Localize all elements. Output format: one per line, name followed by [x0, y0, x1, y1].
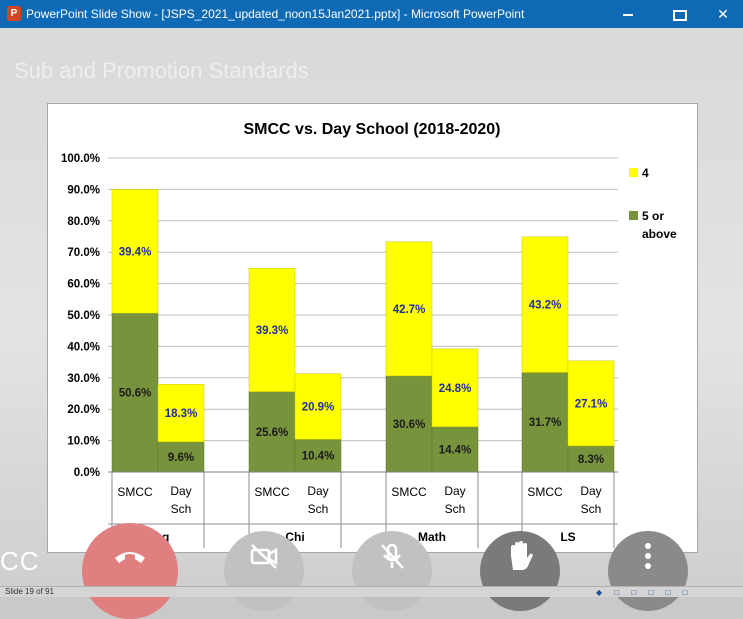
data-label-5-or-above: 10.4%	[302, 451, 335, 463]
bar-segment-4	[294, 373, 342, 440]
slide-ghost-title: Sub and Promotion Standards	[14, 58, 309, 83]
chart-title: SMCC vs. Day School (2018-2020)	[244, 121, 501, 138]
bar-segment-5-or-above	[385, 375, 433, 473]
app-icon-letter: P	[10, 8, 18, 19]
data-label-4: 18.3%	[165, 408, 198, 420]
data-label-4: 42.7%	[393, 304, 426, 316]
view-icons[interactable]: ◆ □ □ □ □ □	[596, 588, 693, 597]
phone-hangup-icon	[115, 552, 145, 563]
legend-label-4: 4	[642, 166, 649, 180]
bar-segment-4	[248, 267, 296, 392]
mic-toggle-button[interactable]	[352, 531, 432, 611]
bar-segment-4	[567, 360, 615, 447]
bar-segment-4	[157, 384, 205, 443]
bar-segment-5-or-above	[521, 372, 569, 473]
y-tick-label: 100.0%	[61, 153, 100, 165]
camera-toggle-button[interactable]	[224, 531, 304, 611]
y-tick-label: 80.0%	[67, 216, 100, 228]
mic-off-icon	[381, 543, 404, 569]
x-category-label: SMCC	[117, 485, 153, 499]
x-category-label: Sch	[171, 502, 192, 516]
bar-segment-5-or-above	[567, 445, 615, 473]
window-titlebar: P PowerPoint Slide Show - [JSPS_2021_upd…	[0, 0, 743, 28]
close-button[interactable]: ✕	[700, 0, 743, 28]
more-options-icon	[645, 543, 651, 569]
bar-segment-5-or-above	[248, 391, 296, 473]
data-label-5-or-above: 31.7%	[529, 417, 562, 429]
y-tick-label: 20.0%	[67, 404, 100, 416]
y-tick-label: 70.0%	[67, 247, 100, 259]
y-tick-label: 40.0%	[67, 341, 100, 353]
y-tick-label: 60.0%	[67, 279, 100, 291]
camera-off-icon	[250, 544, 278, 569]
slide-indicator: Slide 19 of 91	[5, 587, 54, 596]
data-label-4: 20.9%	[302, 402, 335, 414]
x-group-label: LS	[560, 530, 575, 544]
minimize-icon	[623, 14, 633, 17]
window-title: PowerPoint Slide Show - [JSPS_2021_updat…	[26, 7, 525, 21]
y-tick-label: 30.0%	[67, 373, 100, 385]
data-label-4: 43.2%	[529, 300, 562, 312]
data-label-5-or-above: 50.6%	[119, 388, 152, 400]
x-category-label: Day	[307, 484, 328, 498]
minimize-button[interactable]	[605, 0, 651, 28]
powerpoint-icon: P	[7, 6, 21, 21]
legend-swatch-5-or-above	[629, 211, 638, 220]
data-label-5-or-above: 30.6%	[393, 419, 426, 431]
data-label-4: 24.8%	[439, 383, 472, 395]
data-label-5-or-above: 8.3%	[578, 454, 604, 466]
bar-segment-5-or-above	[431, 426, 479, 473]
bar-segment-4	[385, 241, 433, 377]
bar-chart: SMCC vs. Day School (2018-2020) 0.0% 10.0%…	[61, 121, 677, 548]
data-label-4: 27.1%	[575, 398, 608, 410]
close-icon: ✕	[717, 6, 729, 22]
data-label-5-or-above: 25.6%	[256, 427, 289, 439]
x-category-label: SMCC	[254, 485, 290, 499]
x-group-label: Math	[418, 530, 446, 544]
x-category-label: Day	[170, 484, 191, 498]
x-category-label: SMCC	[527, 485, 563, 499]
bar-segment-5-or-above	[157, 441, 205, 473]
more-options-button[interactable]	[608, 531, 688, 611]
x-category-label: Day	[444, 484, 465, 498]
bar-segment-4	[521, 236, 569, 373]
data-label-4: 39.3%	[256, 325, 289, 337]
raise-hand-icon	[511, 541, 533, 570]
x-category-label: Day	[580, 484, 601, 498]
y-tick-label: 90.0%	[67, 184, 100, 196]
x-category-label: Sch	[308, 502, 329, 516]
end-call-button[interactable]	[82, 523, 178, 619]
bar-segment-4	[111, 189, 159, 314]
slide-area[interactable]: Sub and Promotion Standards SMCC vs. Day…	[0, 28, 743, 586]
legend-label-5-or-above: above	[642, 227, 677, 241]
legend-label-5-or-above: 5 or	[642, 209, 664, 223]
data-label-5-or-above: 14.4%	[439, 444, 472, 456]
x-category-label: Sch	[445, 502, 466, 516]
y-tick-label: 10.0%	[67, 436, 100, 448]
maximize-button[interactable]	[657, 0, 703, 28]
data-label-4: 39.4%	[119, 246, 152, 258]
y-tick-label: 50.0%	[67, 310, 100, 322]
maximize-icon	[673, 9, 687, 21]
data-label-5-or-above: 9.6%	[168, 452, 194, 464]
legend-swatch-4	[629, 168, 638, 177]
x-category-label: SMCC	[391, 485, 427, 499]
x-category-label: Sch	[581, 502, 602, 516]
y-tick-label: 0.0%	[74, 467, 100, 479]
chart-frame: SMCC vs. Day School (2018-2020) 0.0% 10.0%…	[47, 103, 698, 553]
bar-segment-4	[431, 348, 479, 428]
status-bar: Slide 19 of 91 ◆ □ □ □ □ □	[0, 586, 743, 597]
bar-segment-5-or-above	[111, 312, 159, 473]
raise-hand-button[interactable]	[480, 531, 560, 611]
